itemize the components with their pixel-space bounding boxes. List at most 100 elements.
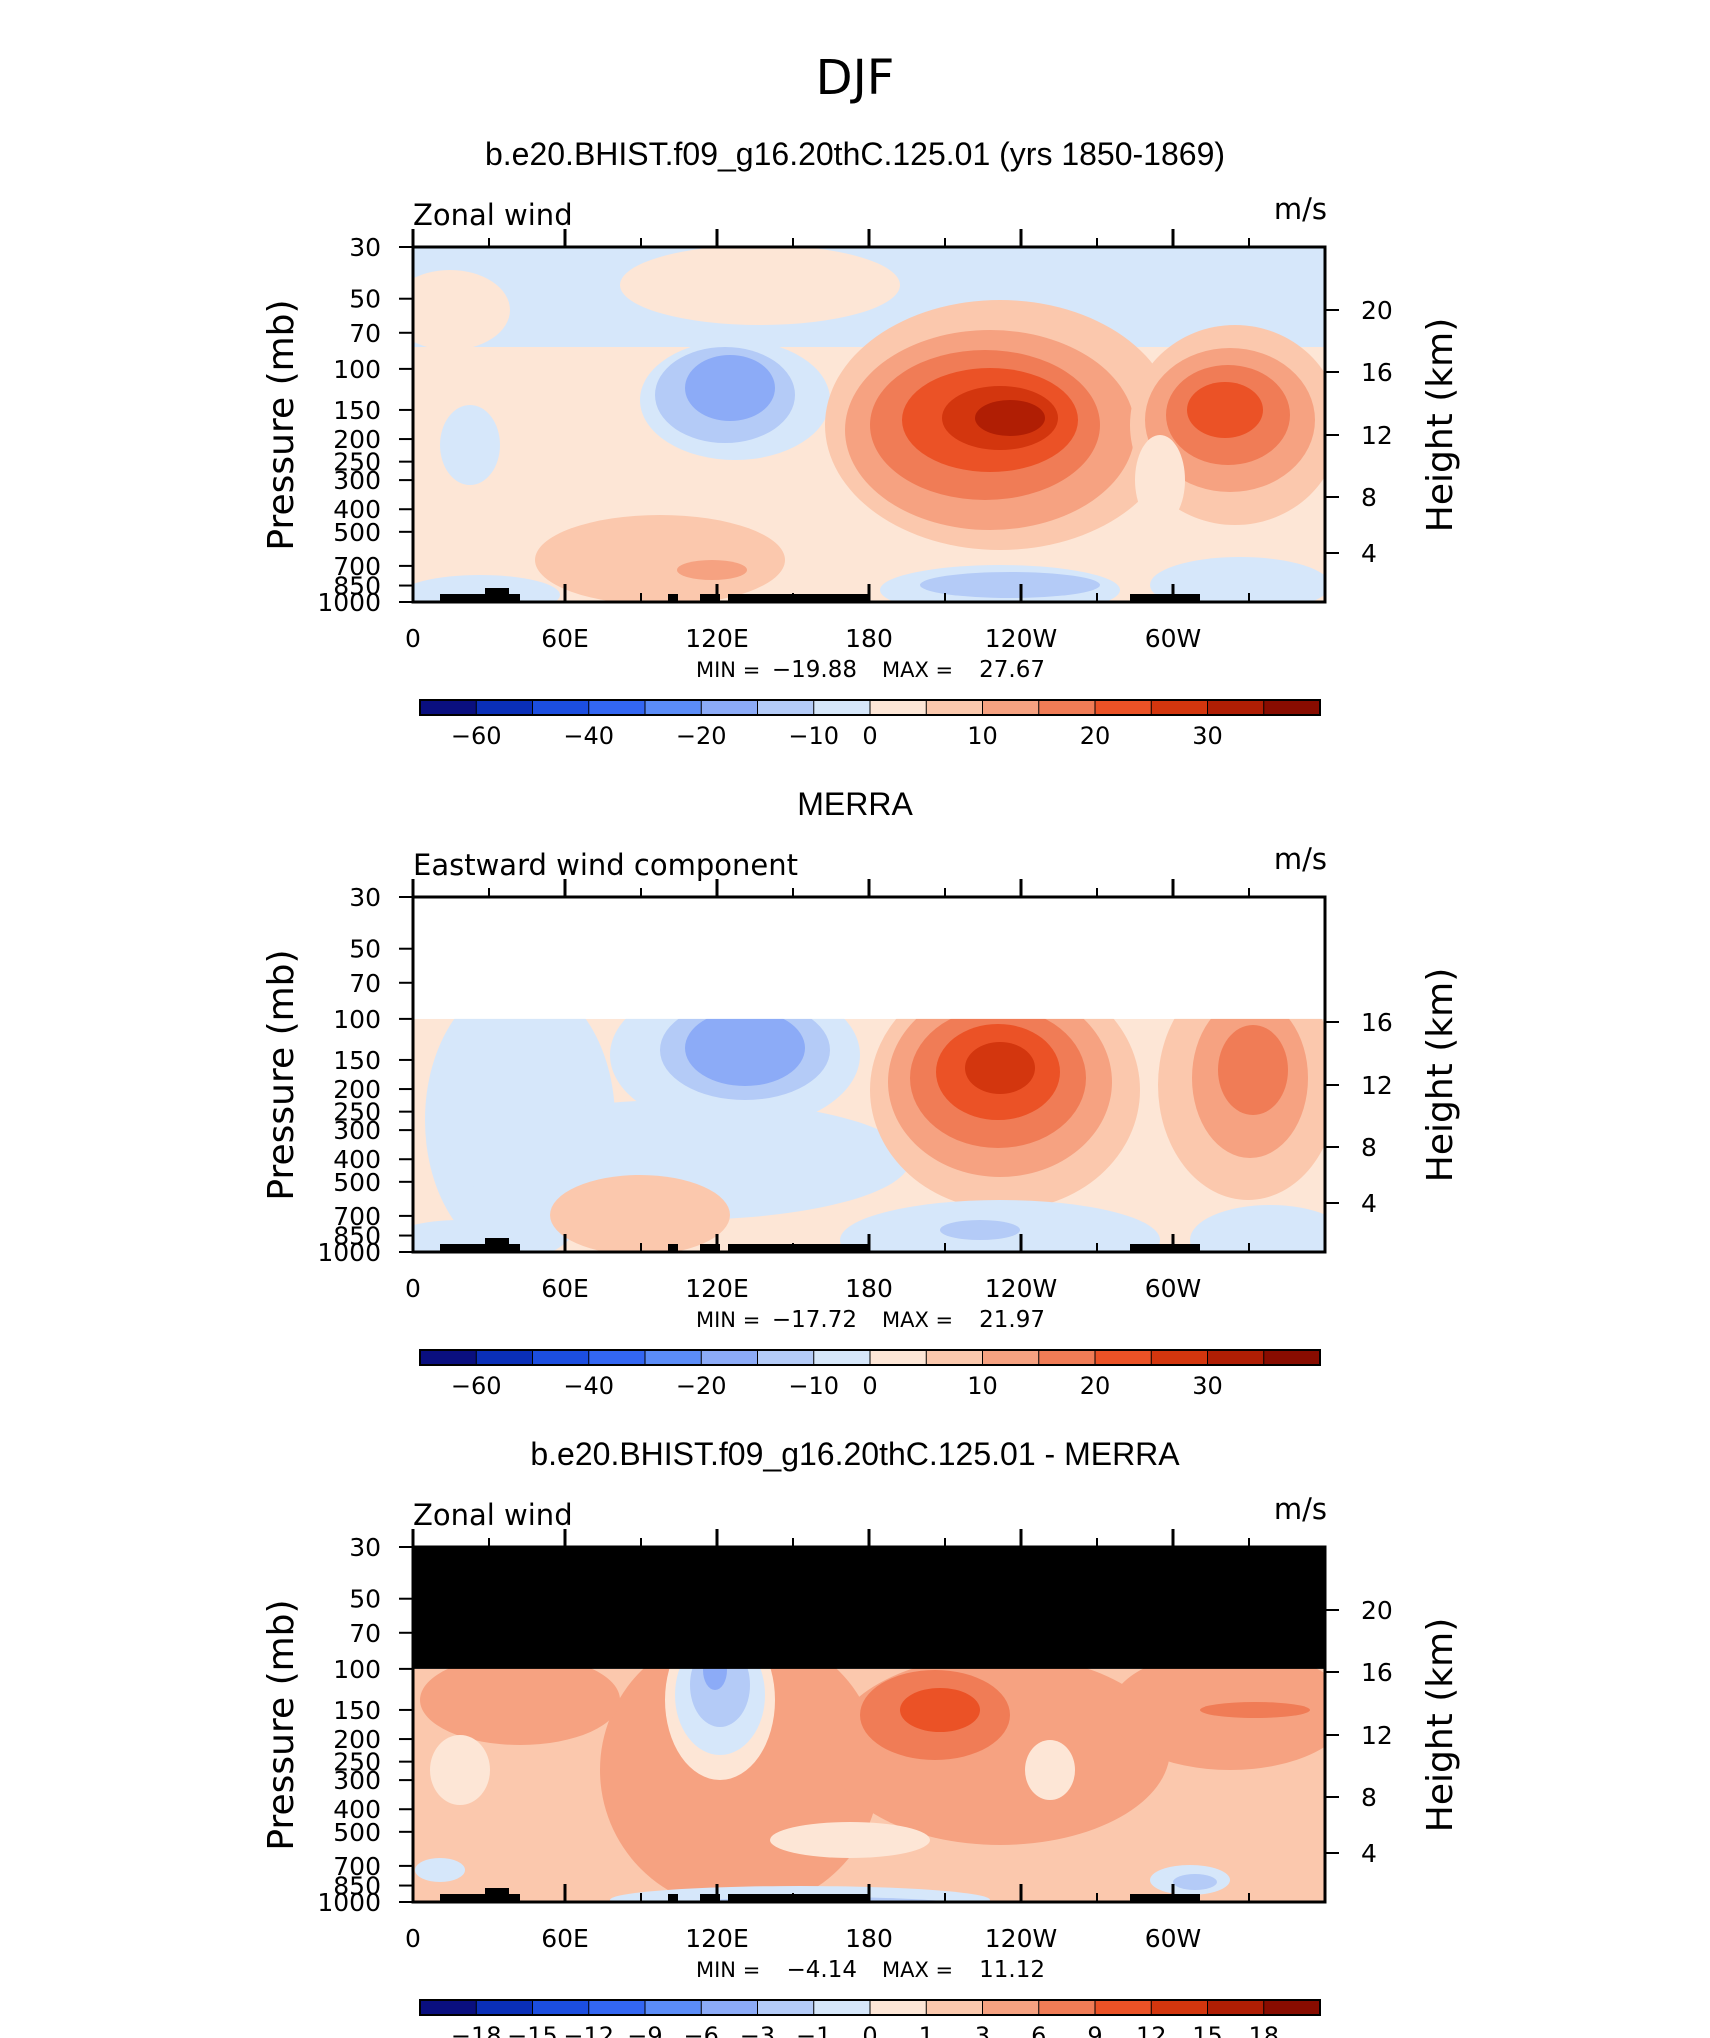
colorbar-box xyxy=(700,1349,759,1366)
colorbar-label: −10 xyxy=(788,722,839,750)
topography xyxy=(728,594,868,602)
y-tick-label: 150 xyxy=(333,1696,381,1725)
colorbar-box xyxy=(644,1349,703,1366)
max-label: MAX = xyxy=(882,1308,953,1332)
y-tick-label: 100 xyxy=(333,355,381,384)
y-axis-title: Pressure (mb) xyxy=(261,1599,302,1850)
chart-panel-3: b.e20.BHIST.f09_g16.20thC.125.01 - MERRA… xyxy=(261,1436,1461,2038)
topography xyxy=(700,594,720,602)
topography xyxy=(1130,594,1200,602)
x-tick-label: 180 xyxy=(845,1274,893,1303)
y-tick-label: 850 xyxy=(333,572,381,601)
colorbar-box xyxy=(925,1349,984,1366)
colorbar-box xyxy=(813,699,871,716)
colorbar-box xyxy=(1150,1999,1209,2016)
colorbar-box xyxy=(644,699,703,716)
y-right-tick-label: 8 xyxy=(1361,1783,1377,1812)
topography xyxy=(700,1894,720,1902)
y-right-tick-label: 12 xyxy=(1361,1721,1393,1750)
min-value: −4.14 xyxy=(787,1957,857,1983)
y-right-tick-label: 20 xyxy=(1361,1596,1393,1625)
colorbar-box xyxy=(869,1999,928,2016)
y-right-tick-label: 4 xyxy=(1361,539,1377,568)
y-tick-label: 300 xyxy=(333,1766,381,1795)
y-tick-label: 500 xyxy=(333,518,381,547)
colorbar-label: 20 xyxy=(1080,722,1111,750)
topography xyxy=(700,1244,720,1252)
topography xyxy=(668,594,678,602)
colorbar-box xyxy=(1094,1999,1153,2016)
colorbar-box xyxy=(1150,1349,1209,1366)
y-tick-label: 400 xyxy=(333,495,381,524)
colorbar-box xyxy=(475,699,534,716)
colorbar-box xyxy=(757,1349,815,1366)
colorbar-box xyxy=(925,1999,984,2016)
y-right-tick-label: 4 xyxy=(1361,1839,1377,1868)
colorbar-label: 0 xyxy=(862,2022,877,2038)
colorbar-label: 30 xyxy=(1192,722,1223,750)
contour-patch xyxy=(1025,1740,1075,1800)
y-tick-label: 150 xyxy=(333,396,381,425)
contour-low xyxy=(940,1220,1020,1240)
colorbar-box xyxy=(869,1349,928,1366)
y-tick-label: 100 xyxy=(333,1655,381,1684)
contour-low xyxy=(677,560,747,580)
x-tick-label: 180 xyxy=(845,624,893,653)
y-tick-label: 700 xyxy=(333,552,381,581)
units-label: m/s xyxy=(1274,842,1327,876)
x-tick-label: 60E xyxy=(541,624,589,653)
topography xyxy=(440,1894,490,1902)
contour-low xyxy=(550,1175,730,1252)
colorbar-box xyxy=(1207,1999,1265,2016)
y-right-tick-label: 12 xyxy=(1361,1071,1393,1100)
y-tick-label: 500 xyxy=(333,1818,381,1847)
contour-patch xyxy=(440,405,500,485)
colorbar-label: −20 xyxy=(676,1372,727,1400)
x-tick-label: 60W xyxy=(1145,1924,1202,1953)
colorbar-box xyxy=(1038,1999,1096,2016)
y-tick-label: 400 xyxy=(333,1795,381,1824)
max-value: 21.97 xyxy=(979,1307,1045,1333)
y-right-tick-label: 16 xyxy=(1361,358,1393,387)
x-tick-label: 0 xyxy=(405,624,421,653)
colorbar-box xyxy=(1263,699,1321,716)
y-tick-label: 1000 xyxy=(317,1888,381,1917)
colorbar-box xyxy=(475,1349,534,1366)
contour-patch xyxy=(830,1655,1170,1845)
contour-field xyxy=(413,897,1325,1252)
topography xyxy=(485,1888,509,1902)
max-value: 11.12 xyxy=(979,1957,1045,1983)
topography xyxy=(440,1244,490,1252)
colorbar-box xyxy=(1263,1349,1321,1366)
colorbar-box xyxy=(982,1349,1040,1366)
colorbar-label: 18 xyxy=(1248,2022,1279,2038)
x-tick-label: 120W xyxy=(985,624,1057,653)
contour-patch xyxy=(770,1822,930,1858)
x-tick-label: 120W xyxy=(985,1274,1057,1303)
y-tick-label: 700 xyxy=(333,1202,381,1231)
y-axis-title: Pressure (mb) xyxy=(261,299,302,550)
y-tick-label: 50 xyxy=(349,935,381,964)
colorbar-box xyxy=(869,699,928,716)
colorbar-label: −18 xyxy=(451,2022,502,2038)
left-label: Eastward wind component xyxy=(413,848,798,882)
y-axis-title-right: Height (km) xyxy=(1420,968,1461,1182)
colorbar-box xyxy=(1094,1349,1153,1366)
masked-region xyxy=(413,1547,1325,1669)
contour-max xyxy=(900,1688,980,1732)
colorbar-label: 10 xyxy=(967,1372,998,1400)
topography xyxy=(485,588,509,602)
min-label: MIN = xyxy=(696,1958,760,1982)
colorbar-box xyxy=(532,699,590,716)
colorbar-box xyxy=(588,1999,646,2016)
x-tick-label: 0 xyxy=(405,1924,421,1953)
colorbar-box xyxy=(813,1349,871,1366)
colorbar-frame xyxy=(419,699,1321,716)
max-value: 27.67 xyxy=(979,657,1045,683)
colorbar-box xyxy=(1207,1349,1265,1366)
x-tick-label: 60E xyxy=(541,1274,589,1303)
colorbar-label: −12 xyxy=(563,2022,614,2038)
x-tick-label: 0 xyxy=(405,1274,421,1303)
colorbar-box xyxy=(982,699,1040,716)
